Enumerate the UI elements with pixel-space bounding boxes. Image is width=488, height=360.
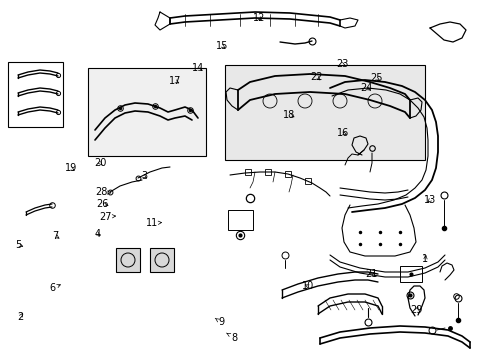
Text: 24: 24: [360, 83, 372, 93]
Text: 5: 5: [16, 240, 23, 250]
Bar: [264, 169, 270, 175]
Text: 3: 3: [141, 171, 147, 181]
Text: 13: 13: [423, 195, 436, 205]
Text: 21: 21: [365, 269, 377, 279]
Bar: [285, 171, 290, 177]
Bar: [244, 169, 250, 175]
Text: 27: 27: [99, 212, 115, 222]
Text: 17: 17: [168, 76, 181, 86]
Text: 23: 23: [335, 59, 348, 69]
Text: 7: 7: [52, 231, 59, 241]
Text: 11: 11: [145, 218, 161, 228]
Text: 9: 9: [215, 317, 224, 327]
Text: 29: 29: [409, 305, 422, 315]
Text: 25: 25: [369, 73, 382, 84]
Text: 2: 2: [18, 312, 23, 322]
Bar: [8, 62, 63, 127]
Text: 16: 16: [336, 128, 349, 138]
Text: 12: 12: [252, 13, 265, 23]
Text: 14: 14: [191, 63, 204, 73]
Bar: [88, 68, 205, 156]
Bar: [150, 248, 174, 272]
Text: 22: 22: [310, 72, 323, 82]
Text: 10: 10: [301, 281, 314, 291]
Text: 15: 15: [216, 41, 228, 51]
Text: 19: 19: [64, 163, 77, 174]
Text: 18: 18: [283, 110, 295, 120]
Text: 28: 28: [95, 187, 111, 197]
Bar: [116, 248, 140, 272]
Bar: [305, 178, 310, 184]
Text: 26: 26: [96, 199, 109, 210]
Bar: [227, 210, 252, 230]
Text: 20: 20: [94, 158, 106, 168]
Text: 1: 1: [422, 254, 427, 264]
Bar: [224, 65, 424, 160]
Text: 4: 4: [95, 229, 101, 239]
Text: 8: 8: [226, 333, 237, 343]
Text: 6: 6: [50, 283, 61, 293]
Bar: [399, 266, 421, 282]
